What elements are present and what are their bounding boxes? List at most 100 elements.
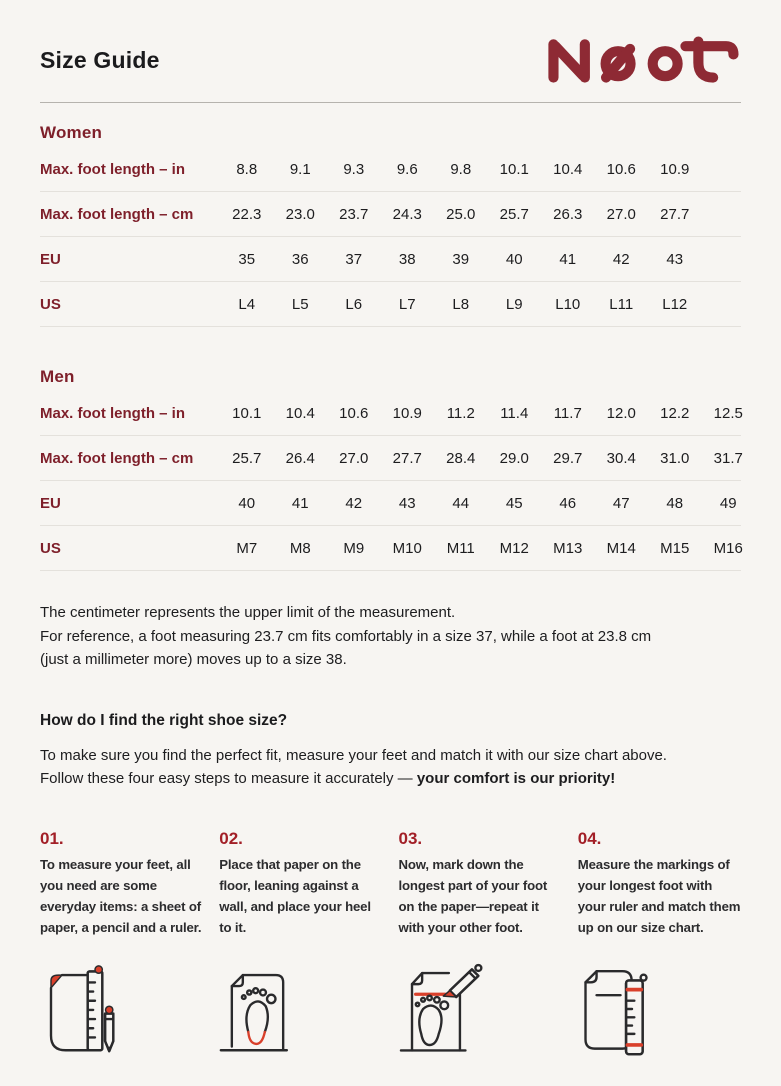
intro-text: To make sure you find the perfect fit, m… (40, 746, 667, 787)
size-table-women: Women Max. foot length – in 8.8 9.1 9.3 9.6 9.… (40, 103, 741, 327)
size-value: 11.7 (553, 404, 582, 422)
step-text: Place that paper on the floor, leaning a… (219, 856, 371, 935)
size-value: 9.8 (450, 160, 472, 178)
measurement-note: The centimeter represents the upper limi… (40, 601, 741, 672)
step-text: Now, mark down the longest part of your … (398, 856, 548, 935)
size-value: 11.4 (500, 404, 529, 422)
size-value: M7 (236, 539, 258, 557)
measure-ruler-icon (578, 962, 741, 1056)
page-title: Size Guide (40, 46, 160, 73)
size-value: L9 (505, 295, 523, 313)
note-line: For reference, a foot measuring 23.7 cm … (40, 627, 652, 645)
size-value: 27.0 (339, 449, 369, 467)
intro-emphasis: your comfort is our priority! (416, 769, 616, 787)
size-value: 31.0 (660, 449, 690, 467)
header: Size Guide (40, 36, 741, 84)
size-value: 46 (559, 494, 577, 512)
step-number: 03. (398, 828, 423, 848)
size-value: 10.6 (339, 404, 369, 422)
table-row: EU 40 41 42 43 44 45 46 47 48 49 (40, 481, 741, 526)
step-text: Measure the markings of your longest foo… (577, 856, 741, 935)
table-row: Max. foot length – cm 22.3 23.0 23.7 24.3 25.… (40, 192, 741, 237)
size-value: 43 (666, 250, 684, 268)
step-1: 01. To measure your feet, all you need ar… (40, 829, 203, 938)
size-value: 41 (291, 494, 309, 512)
size-value: M12 (499, 539, 529, 557)
heel-on-paper-icon (219, 962, 382, 1056)
step-2: 02. Place that paper on the floor, leanin… (219, 829, 382, 938)
paper-pencil-ruler-icon (40, 962, 203, 1056)
size-value: 25.7 (499, 205, 529, 223)
note-line: (just a millimeter more) moves up to a s… (40, 651, 347, 668)
step-3: 03. Now, mark down the longest part of yo… (399, 829, 562, 938)
size-value: 42 (612, 250, 630, 268)
size-value: 45 (505, 494, 523, 512)
size-value: 29.0 (499, 449, 529, 467)
size-value: M13 (553, 539, 583, 557)
size-value: 10.4 (553, 160, 583, 178)
size-value: M15 (660, 539, 690, 557)
size-value: 38 (398, 250, 416, 268)
size-value: 10.4 (285, 404, 315, 422)
section-heading: Women (40, 123, 103, 142)
size-table-men: Men Max. foot length – in 10.1 10.4 10.6 10.9… (40, 327, 743, 571)
step-number: 01. (40, 828, 64, 848)
row-label: US (40, 295, 61, 313)
size-value: 25.7 (232, 449, 262, 467)
size-value: 27.7 (392, 449, 422, 467)
size-value: 9.1 (289, 160, 311, 178)
size-value: 37 (345, 250, 363, 268)
row-label: Max. foot length – in (40, 160, 185, 178)
size-value: 12.0 (606, 404, 636, 422)
size-value: 23.0 (285, 205, 315, 223)
how-to-heading: How do I find the right shoe size? (40, 711, 288, 729)
size-value: M10 (392, 539, 422, 557)
size-value: 28.4 (446, 449, 476, 467)
size-tables: Women Max. foot length – in 8.8 9.1 9.3 9.6 9.… (40, 103, 743, 571)
table-row: US L4 L5 L6 L7 L8 L9 L10 L11 L12 (40, 282, 741, 327)
size-value: L10 (555, 295, 581, 313)
size-value: M14 (606, 539, 636, 557)
table-row: Max. foot length – in 10.1 10.4 10.6 10.9 11.… (40, 391, 743, 436)
size-value: L7 (398, 295, 416, 313)
row-label: Max. foot length – in (40, 404, 185, 422)
size-value: L4 (238, 295, 256, 313)
how-to-intro: To make sure you find the perfect fit, m… (40, 744, 690, 790)
header-divider (40, 102, 741, 103)
size-value: 10.9 (392, 404, 422, 422)
size-value: 22.3 (232, 205, 262, 223)
size-value: 25.0 (446, 205, 476, 223)
size-value: L8 (452, 295, 470, 313)
step-number: 02. (219, 828, 243, 848)
row-label: EU (40, 250, 61, 268)
size-value: 43 (398, 494, 416, 512)
size-value: 10.9 (660, 160, 690, 178)
size-value: 26.4 (285, 449, 315, 467)
table-row: EU 35 36 37 38 39 40 41 42 43 (40, 237, 741, 282)
size-value: 31.7 (713, 449, 743, 467)
size-value: 12.2 (660, 404, 690, 422)
size-value: 26.3 (553, 205, 583, 223)
size-value: 11.2 (446, 404, 475, 422)
size-value: 49 (719, 494, 737, 512)
table-row: Max. foot length – in 8.8 9.1 9.3 9.6 9.8 10.1… (40, 147, 741, 192)
size-value: 27.0 (606, 205, 636, 223)
steps-row: 01. To measure your feet, all you need ar… (40, 829, 741, 938)
size-value: 30.4 (606, 449, 636, 467)
size-value: L12 (662, 295, 688, 313)
row-label: Max. foot length – cm (40, 205, 194, 223)
size-value: 24.3 (392, 205, 422, 223)
size-value: 42 (345, 494, 363, 512)
size-value: L11 (609, 295, 634, 313)
row-label: Max. foot length – cm (40, 449, 194, 467)
size-value: 23.7 (339, 205, 369, 223)
size-value: 8.8 (236, 160, 258, 178)
size-value: L5 (291, 295, 309, 313)
step-icons-row (40, 962, 741, 1056)
step-text: To measure your feet, all you need are s… (40, 856, 202, 935)
size-value: 40 (238, 494, 256, 512)
row-label: US (40, 539, 61, 557)
size-value: 48 (666, 494, 684, 512)
size-value: 44 (452, 494, 470, 512)
